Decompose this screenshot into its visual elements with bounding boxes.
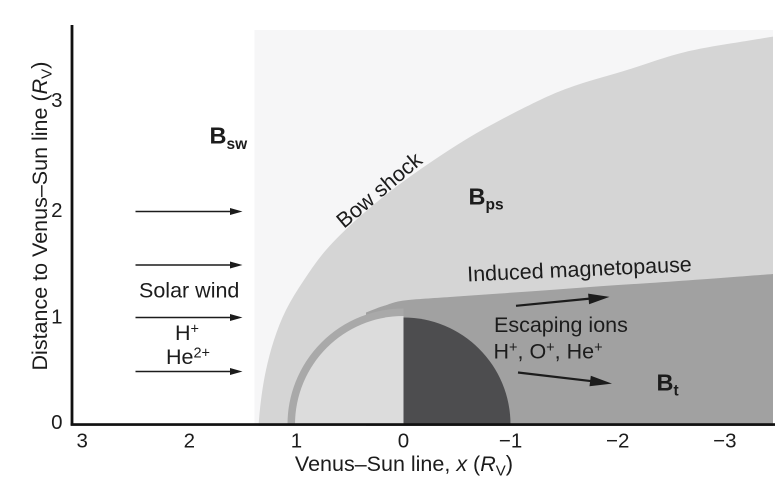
svg-text:0: 0 [398, 430, 409, 453]
svg-text:2: 2 [51, 199, 62, 222]
svg-text:H+: H+ [175, 321, 199, 345]
svg-text:Bt: Bt [657, 370, 679, 400]
svg-text:−3: −3 [713, 430, 736, 453]
svg-text:1: 1 [291, 430, 302, 453]
svg-text:3: 3 [76, 430, 87, 453]
svg-text:1: 1 [51, 306, 62, 329]
svg-text:−2: −2 [606, 430, 629, 453]
svg-text:3: 3 [51, 89, 62, 112]
svg-text:Venus–Sun line, x (RV): Venus–Sun line, x (RV) [295, 451, 513, 480]
svg-text:2: 2 [184, 430, 195, 453]
svg-text:Solar wind: Solar wind [139, 279, 239, 303]
svg-text:Escaping ions: Escaping ions [494, 313, 628, 337]
svg-text:Distance to Venus–Sun line (RV: Distance to Venus–Sun line (RV) [27, 62, 56, 371]
svg-text:Bsw: Bsw [210, 123, 249, 154]
svg-text:0: 0 [51, 411, 62, 434]
svg-text:−1: −1 [499, 430, 522, 453]
